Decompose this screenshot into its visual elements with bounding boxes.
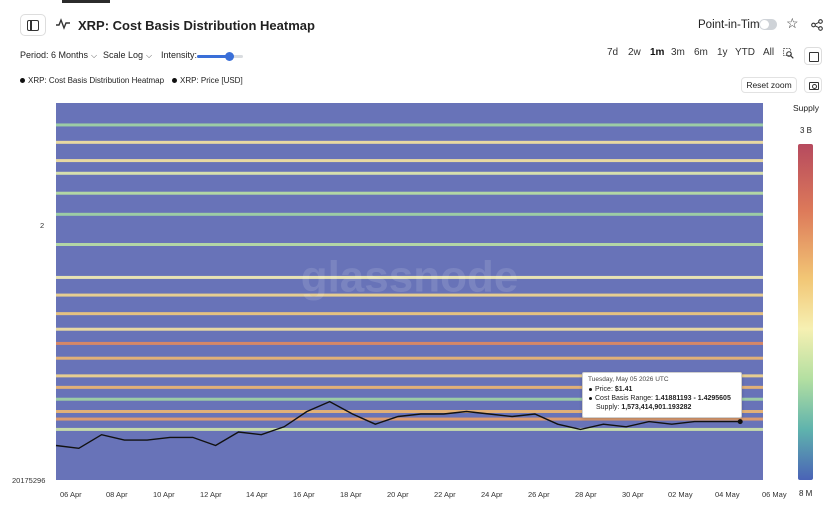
x-tick-label: 24 Apr (481, 490, 503, 499)
heatmap-band (56, 374, 763, 378)
x-tick-label: 12 Apr (200, 490, 222, 499)
calendar-icon (809, 52, 819, 62)
heatmap-band (56, 385, 763, 389)
x-tick-label: 10 Apr (153, 490, 175, 499)
range-7d-button[interactable]: 7d (607, 47, 619, 58)
chart-title: XRP: Cost Basis Distribution Heatmap (78, 18, 315, 33)
heatmap-band (56, 293, 763, 297)
tooltip-price-value: $1.41 (614, 386, 633, 393)
scale-select[interactable]: Scale Log ⌵ (103, 50, 152, 61)
range-6m-button[interactable]: 6m (694, 47, 708, 58)
x-tick-label: 02 May (668, 490, 693, 499)
range-3m-button[interactable]: 3m (671, 47, 685, 58)
period-label: Period: 6 Months (20, 50, 89, 60)
chart-header: XRP: Cost Basis Distribution Heatmap Poi… (0, 6, 828, 44)
heatmap-band (56, 123, 763, 127)
chevron-down-icon: ⌵ (91, 51, 98, 60)
sidebar-icon (27, 19, 39, 31)
activity-icon (56, 18, 70, 30)
intensity-slider-fill (197, 55, 230, 58)
x-tick-label: 06 Apr (60, 490, 82, 499)
heatmap-band (56, 341, 763, 345)
x-tick-label: 16 Apr (293, 490, 315, 499)
legend-heatmap-label: XRP: Cost Basis Distribution Heatmap (28, 76, 165, 85)
y-tick-label: 2 (40, 221, 45, 230)
legend-price-label: XRP: Price [USD] (180, 76, 243, 85)
color-scale-bar (798, 144, 813, 480)
tooltip-date: Tuesday, May 05 2026 UTC (588, 376, 669, 383)
range-all-button[interactable]: All (763, 47, 775, 58)
intensity-slider-handle[interactable] (225, 52, 235, 61)
heatmap-band (56, 275, 763, 279)
range-1y-button[interactable]: 1y (717, 47, 728, 58)
x-tick-label: 14 Apr (246, 490, 268, 499)
calendar-button[interactable] (804, 47, 822, 65)
camera-icon (809, 82, 819, 90)
range-ytd-button[interactable]: YTD (735, 47, 755, 58)
zoom-select-icon[interactable] (783, 48, 794, 59)
reset-zoom-button[interactable]: Reset zoom (741, 77, 797, 93)
heatmap-band (56, 140, 763, 144)
intensity-slider[interactable] (197, 52, 243, 61)
point-in-time-label: Point-in-Time (698, 19, 766, 31)
heatmap-band (56, 242, 763, 246)
tooltip-price-row: Price: $1.41 (589, 386, 632, 393)
point-in-time-toggle[interactable] (759, 19, 777, 30)
x-tick-label: 22 Apr (434, 490, 456, 499)
camera-button[interactable] (804, 77, 822, 93)
price-point-marker (737, 419, 743, 425)
chart-tooltip: Tuesday, May 05 2026 UTC Price: $1.41 Co… (582, 372, 742, 418)
tooltip-range-label: Cost Basis Range: (595, 395, 653, 402)
heatmap-band (56, 171, 763, 175)
tooltip-range-row: Cost Basis Range: 1.41881193 - 1.4295605 (589, 395, 731, 402)
camera-lens (811, 83, 817, 89)
x-tick-label: 30 Apr (622, 490, 644, 499)
heatmap-band (56, 409, 763, 413)
legend-price[interactable]: XRP: Price [USD] (172, 76, 243, 85)
tooltip-dot-icon (589, 387, 592, 391)
y-tick-label: 20175296 (12, 476, 46, 485)
x-tick-label: 26 Apr (528, 490, 550, 499)
color-scale-title: Supply (793, 103, 819, 113)
heatmap-band (56, 327, 763, 331)
tooltip-range-value: 1.41881193 - 1.4295605 (654, 395, 731, 402)
range-1m-button[interactable]: 1m (650, 47, 665, 58)
x-tick-label: 28 Apr (575, 490, 597, 499)
star-icon[interactable]: ☆ (786, 15, 799, 31)
x-tick-label: 06 May (762, 490, 787, 499)
legend-heatmap[interactable]: XRP: Cost Basis Distribution Heatmap (20, 76, 164, 85)
share-icon[interactable] (811, 19, 823, 31)
period-select[interactable]: Period: 6 Months ⌵ (20, 50, 97, 61)
active-tab-indicator (62, 0, 110, 3)
heatmap-band (56, 397, 763, 401)
heatmap-band (56, 191, 763, 195)
intensity-label: Intensity: (161, 50, 198, 60)
range-2w-button[interactable]: 2w (628, 47, 641, 58)
tooltip-supply-value: 1,573,414,901.193282 (621, 404, 692, 411)
tooltip-dot-icon (589, 396, 592, 400)
sidebar-toggle-button[interactable] (20, 14, 46, 36)
heatmap-band (56, 212, 763, 216)
color-scale-max: 3 B (800, 126, 813, 135)
tooltip-supply-label: Supply: (596, 404, 620, 411)
heatmap-band (56, 427, 763, 431)
x-tick-label: 08 Apr (106, 490, 128, 499)
scale-label: Scale Log (103, 50, 144, 60)
x-tick-label: 04 May (715, 490, 740, 499)
watermark-logo: glassnode (301, 253, 519, 302)
heatmap-band (56, 159, 763, 163)
legend-dot-icon (172, 78, 177, 84)
heatmap-band (56, 312, 763, 316)
heatmap-band (56, 356, 763, 360)
chevron-down-icon: ⌵ (146, 51, 153, 60)
x-tick-label: 18 Apr (340, 490, 362, 499)
color-scale-min: 8 M (799, 489, 813, 498)
price-line (55, 400, 741, 450)
tooltip-price-label: Price: (595, 386, 613, 393)
heatmap-band (56, 417, 763, 421)
legend-dot-icon (20, 78, 25, 84)
tooltip-supply-row: Supply: 1,573,414,901.193282 (596, 404, 691, 411)
x-tick-label: 20 Apr (387, 490, 409, 499)
